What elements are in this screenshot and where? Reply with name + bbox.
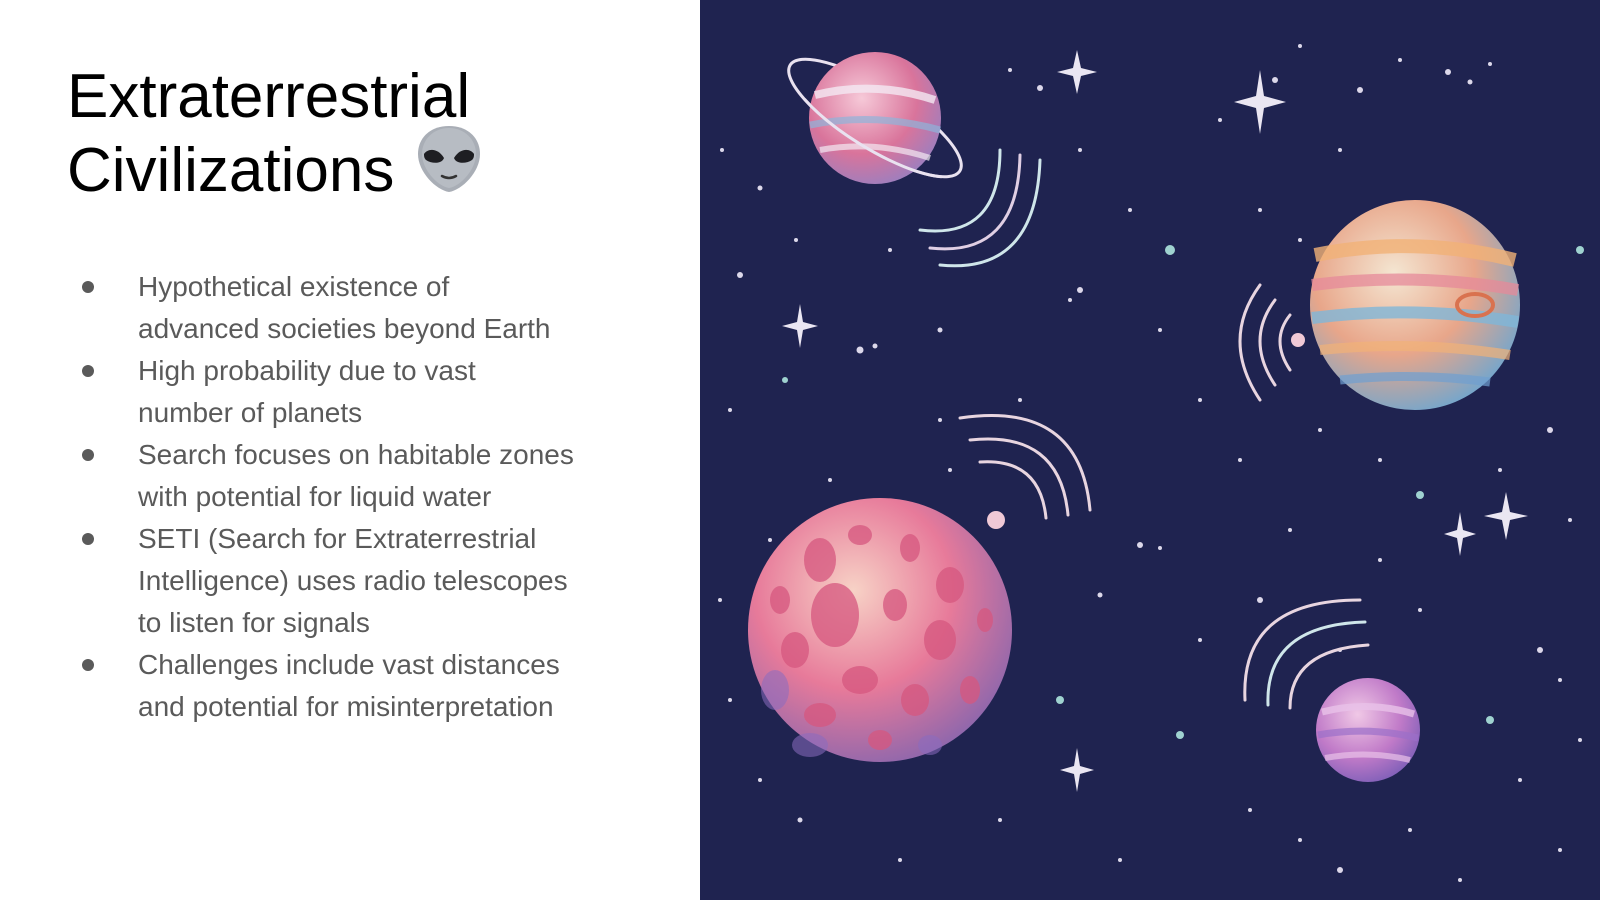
title-line-2-text: Civilizations bbox=[67, 136, 395, 205]
bullet-line: Search focuses on habitable zones bbox=[138, 439, 574, 470]
sparkle-stars bbox=[782, 50, 1528, 792]
small-violet-planet bbox=[1316, 678, 1420, 782]
space-illustration-svg bbox=[700, 0, 1600, 900]
alien-face-icon bbox=[416, 124, 482, 211]
star-field bbox=[718, 44, 1584, 882]
signal-waves bbox=[918, 148, 1370, 710]
bullet-line: Challenges include vast distances bbox=[138, 649, 560, 680]
striped-gas-giant bbox=[1310, 200, 1520, 410]
bullet-line: advanced societies beyond Earth bbox=[138, 313, 551, 344]
bullet-list: Hypothetical existence of advanced socie… bbox=[82, 266, 642, 728]
bullet-line: to listen for signals bbox=[138, 607, 370, 638]
bullet-dot bbox=[82, 281, 94, 293]
bullet-line: number of planets bbox=[138, 397, 363, 428]
spotted-pink-planet bbox=[748, 498, 1012, 762]
text-panel: Extraterrestrial Civilizations Hypotheti… bbox=[0, 0, 700, 900]
bullet-item: Hypothetical existence of advanced socie… bbox=[82, 266, 642, 350]
bullet-dot bbox=[82, 533, 94, 545]
bullet-line: Hypothetical existence of bbox=[138, 271, 450, 302]
bullet-dot bbox=[82, 449, 94, 461]
space-illustration bbox=[700, 0, 1600, 900]
bullet-dot bbox=[82, 365, 94, 377]
bullet-dot bbox=[82, 659, 94, 671]
title-line-1: Extraterrestrial bbox=[67, 62, 471, 131]
slide-title: Extraterrestrial Civilizations bbox=[67, 60, 667, 211]
bullet-item: Challenges include vast distances and po… bbox=[82, 644, 642, 728]
bullet-line: and potential for misinterpretation bbox=[138, 691, 554, 722]
title-line-2: Civilizations bbox=[67, 126, 667, 211]
bullet-line: SETI (Search for Extraterrestrial bbox=[138, 523, 537, 554]
bullet-item: Search focuses on habitable zones with p… bbox=[82, 434, 642, 518]
ringed-planet bbox=[787, 52, 963, 184]
bullet-item: SETI (Search for Extraterrestrial Intell… bbox=[82, 518, 642, 644]
bullet-item: High probability due to vast number of p… bbox=[82, 350, 642, 434]
bullet-line: with potential for liquid water bbox=[138, 481, 492, 512]
bullet-line: High probability due to vast bbox=[138, 355, 476, 386]
bullet-line: Intelligence) uses radio telescopes bbox=[138, 565, 568, 596]
